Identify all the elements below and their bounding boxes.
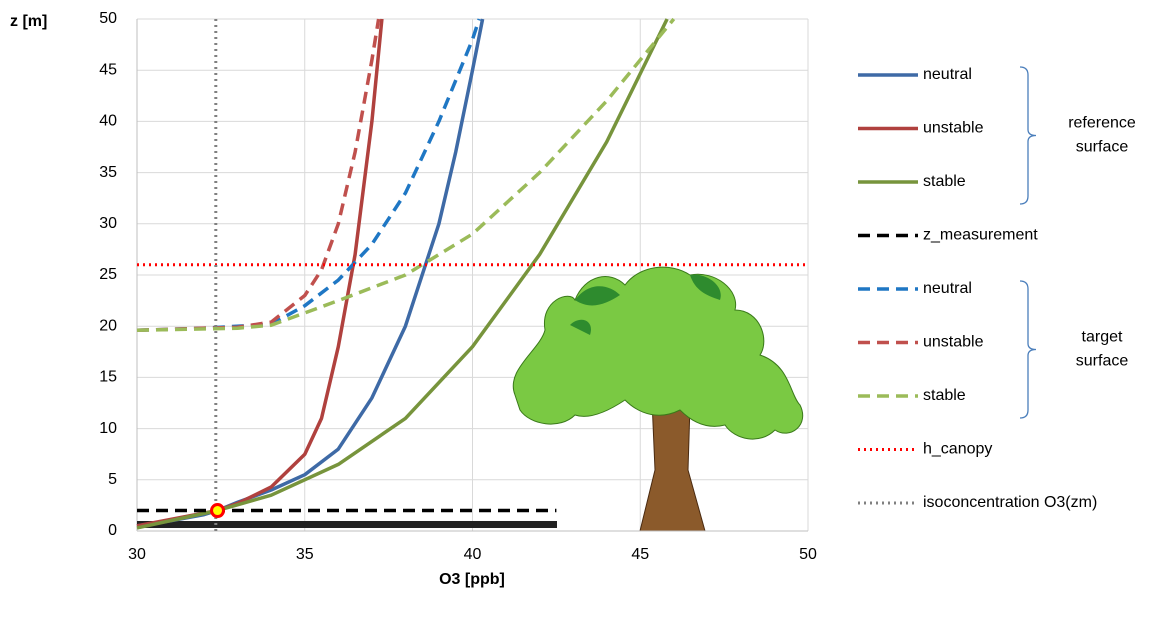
legend-bracket (1019, 66, 1037, 205)
measurement-point (210, 503, 226, 519)
x-tick-label: 35 (296, 546, 314, 563)
legend-label: stable (923, 387, 966, 404)
y-tick-label: 25 (99, 266, 117, 283)
legend-group-label: surface (1076, 353, 1129, 370)
y-tick-label: 50 (99, 10, 117, 27)
legend-label: z_measurement (923, 227, 1038, 244)
x-tick-label: 50 (799, 546, 817, 563)
y-tick-label: 10 (99, 420, 117, 437)
series-line (136, 18, 384, 528)
legend-label: stable (923, 173, 966, 190)
x-tick-label: 40 (464, 546, 482, 563)
y-axis-label: z [m] (10, 13, 47, 30)
legend-label: unstable (923, 120, 984, 137)
x-tick-label: 45 (631, 546, 649, 563)
legend-label: neutral (923, 66, 972, 83)
y-tick-label: 30 (99, 215, 117, 232)
y-tick-label: 0 (108, 522, 117, 539)
legend-group-label: surface (1076, 139, 1129, 156)
series-line (136, 18, 485, 528)
series-line (136, 18, 381, 333)
legend-group-label: target (1082, 329, 1123, 346)
y-tick-label: 15 (99, 369, 117, 386)
legend-label: h_canopy (923, 441, 992, 458)
x-tick-label: 30 (128, 546, 146, 563)
legend-group-label: reference (1068, 115, 1136, 132)
ground (137, 521, 557, 528)
legend-bracket (1019, 280, 1037, 419)
series-line (136, 18, 481, 333)
tree (512, 266, 804, 532)
y-tick-label: 45 (99, 61, 117, 78)
y-tick-label: 20 (99, 317, 117, 334)
x-axis-label: O3 [ppb] (439, 571, 505, 588)
y-tick-label: 35 (99, 164, 117, 181)
y-tick-label: 5 (108, 471, 117, 488)
legend-label: isoconcentration O3(zm) (923, 494, 1097, 511)
series-line (136, 18, 669, 530)
legend-label: unstable (923, 334, 984, 351)
series-line (136, 17, 676, 333)
legend-label: neutral (923, 280, 972, 297)
y-tick-label: 40 (99, 113, 117, 130)
